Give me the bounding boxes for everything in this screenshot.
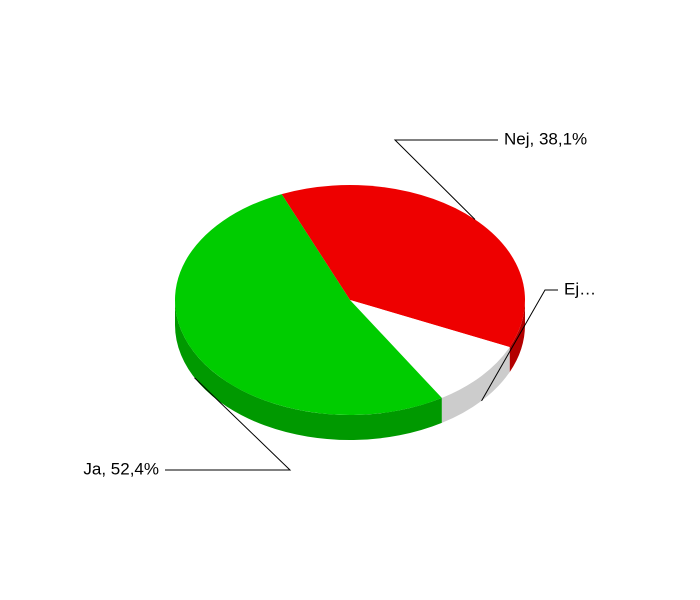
label-nej: Nej, 38,1% [504,129,587,148]
pie-chart-svg: Nej, 38,1% Ej… Ja, 52,4% [0,0,700,600]
label-ej: Ej… [564,279,596,298]
label-ja: Ja, 52,4% [83,459,159,478]
pie-chart: Nej, 38,1% Ej… Ja, 52,4% [0,0,700,600]
pie-top [175,185,525,415]
